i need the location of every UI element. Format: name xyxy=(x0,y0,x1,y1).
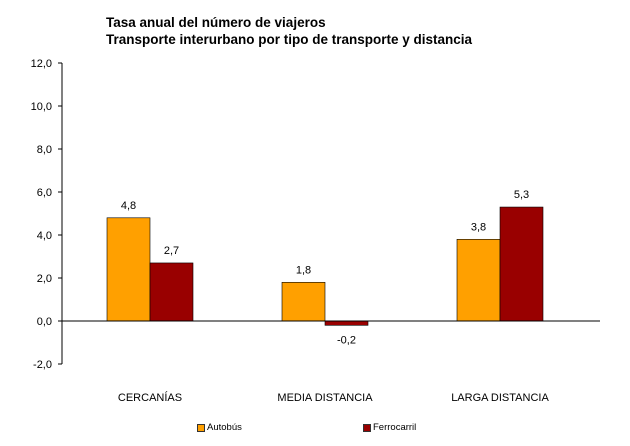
y-tick-label: 12,0 xyxy=(31,58,52,70)
legend-label-ferrocarril: Ferrocarril xyxy=(373,422,417,433)
y-tick-label: 6,0 xyxy=(37,187,52,199)
bar-autobs xyxy=(106,217,151,322)
data-label: 3,8 xyxy=(471,221,486,233)
legend-item-ferrocarril: Ferrocarril xyxy=(363,422,416,433)
bar-ferrocarril xyxy=(324,320,369,326)
data-label: 2,7 xyxy=(164,245,179,257)
chart-title-line-1: Tasa anual del número de viajeros xyxy=(106,15,326,30)
legend-swatch-autobus xyxy=(197,423,205,432)
data-label: 4,8 xyxy=(121,200,136,212)
y-tick-label: 10,0 xyxy=(31,101,52,113)
x-category-label: MEDIA DISTANCIA xyxy=(277,392,373,404)
data-label: 5,3 xyxy=(514,189,529,201)
y-tick-label: 8,0 xyxy=(37,144,52,156)
y-tick-label: 4,0 xyxy=(37,230,52,242)
legend-swatch-ferrocarril xyxy=(363,423,371,432)
bar-ferrocarril xyxy=(149,262,194,322)
data-label: -0,2 xyxy=(337,334,356,346)
x-category-label: LARGA DISTANCIA xyxy=(451,392,549,404)
y-tick-label: 2,0 xyxy=(37,273,52,285)
y-tick-label: 0,0 xyxy=(37,316,52,328)
y-tick-label: -2,0 xyxy=(33,359,52,371)
bar-ferrocarril xyxy=(499,206,544,322)
data-label: 1,8 xyxy=(296,264,311,276)
chart-title-line-2: Transporte interurbano por tipo de trans… xyxy=(106,32,473,47)
legend-item-autobus: Autobús xyxy=(197,422,242,433)
bar-autobs xyxy=(281,281,326,322)
legend-label-autobus: Autobús xyxy=(207,422,242,433)
bar-autobs xyxy=(456,239,501,322)
chart-title: Tasa anual del número de viajeros Transp… xyxy=(106,14,472,48)
x-category-label: CERCANÍAS xyxy=(118,391,182,404)
